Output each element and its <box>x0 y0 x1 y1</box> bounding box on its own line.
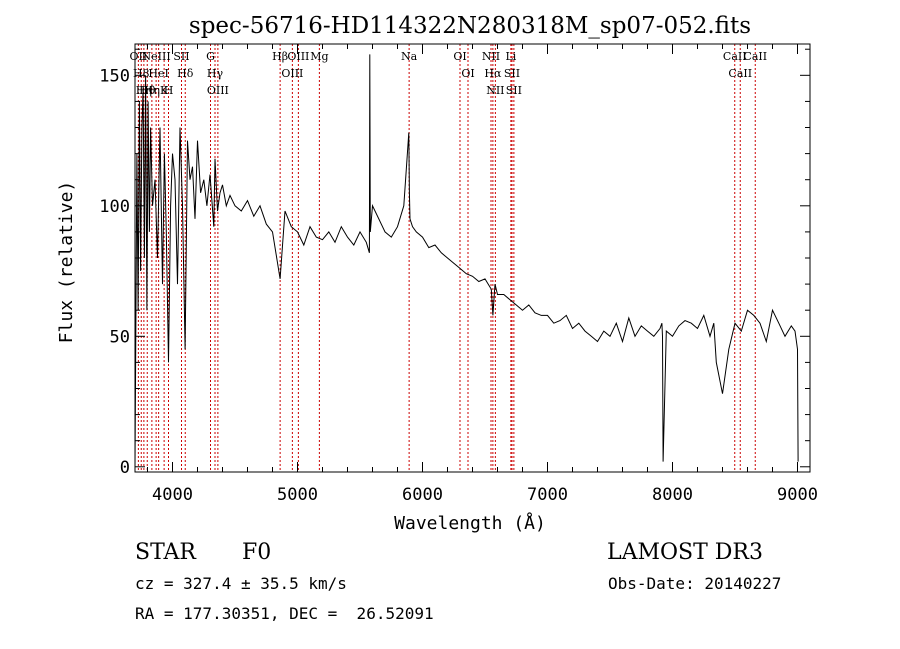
line-marker-label: OII <box>130 50 148 63</box>
observation-date: Obs-Date: 20140227 <box>608 574 782 593</box>
x-tick-label: 4000 <box>152 485 193 505</box>
line-marker-label: Mg <box>310 50 328 63</box>
y-tick-label: 100 <box>99 197 130 217</box>
line-marker-label: Hη <box>136 84 152 97</box>
x-tick-label: 7000 <box>527 485 568 505</box>
ra-dec-coordinates: RA = 177.30351, DEC = 26.52091 <box>135 604 434 623</box>
x-axis-ticks: 4000 5000 6000 7000 8000 9000 <box>147 44 818 505</box>
survey-name: LAMOST DR3 <box>607 540 763 565</box>
line-marker-label: OI <box>453 50 466 63</box>
line-marker-label: H <box>164 84 174 97</box>
line-marker-label: NII <box>486 84 504 97</box>
spectrum-line <box>134 54 799 467</box>
line-marker-label: OIII <box>287 50 309 63</box>
line-marker-label: CaII <box>728 67 752 80</box>
x-tick-label: 6000 <box>402 485 443 505</box>
y-tick-label: 0 <box>120 458 130 478</box>
line-marker-label: NeIII <box>142 50 171 63</box>
y-tick-label: 150 <box>99 66 130 86</box>
redshift-cz: cz = 327.4 ± 35.5 km/s <box>135 574 347 593</box>
object-class: STAR <box>135 540 196 565</box>
line-marker-label: SII <box>173 50 189 63</box>
line-marker-label: OIII <box>281 67 303 80</box>
line-marker-label: OIII <box>207 84 229 97</box>
line-marker-label: CaII <box>743 50 767 63</box>
x-axis-label: Wavelength (Å) <box>394 512 546 534</box>
line-marker-label: CaII <box>723 50 747 63</box>
line-marker-label: Hδ <box>177 67 194 80</box>
line-marker-label: Hβ <box>272 50 288 63</box>
emission-line-labels: OIIH8HηHθHηNeIIIHeIKHSIIHδGHγOIIIHβOIIIO… <box>130 50 768 97</box>
line-marker-label: Na <box>401 50 418 63</box>
plot-frame <box>134 43 811 473</box>
y-axis-ticks: 0 50 100 150 <box>99 48 810 478</box>
line-marker-label: K <box>160 84 169 97</box>
line-marker-label: Hη <box>144 84 160 97</box>
line-marker-label: OI <box>461 67 474 80</box>
line-marker-label: NII <box>482 50 500 63</box>
chart-title: spec-56716-HD114322N280318M_sp07-052.fit… <box>189 13 751 39</box>
x-tick-label: 9000 <box>777 485 818 505</box>
line-marker-label: SII <box>506 84 522 97</box>
line-marker-label: G <box>206 50 215 63</box>
x-tick-label: 8000 <box>652 485 693 505</box>
line-marker-label: Hγ <box>207 67 224 80</box>
line-marker-label: HeI <box>148 67 168 80</box>
x-tick-label: 5000 <box>277 485 318 505</box>
object-subclass: F0 <box>242 540 272 565</box>
line-marker-label: Li <box>505 50 516 63</box>
y-axis-label: Flux (relative) <box>56 181 77 344</box>
y-tick-label: 50 <box>110 327 130 347</box>
line-marker-label: Hα <box>484 67 502 80</box>
line-marker-label: SII <box>504 67 520 80</box>
